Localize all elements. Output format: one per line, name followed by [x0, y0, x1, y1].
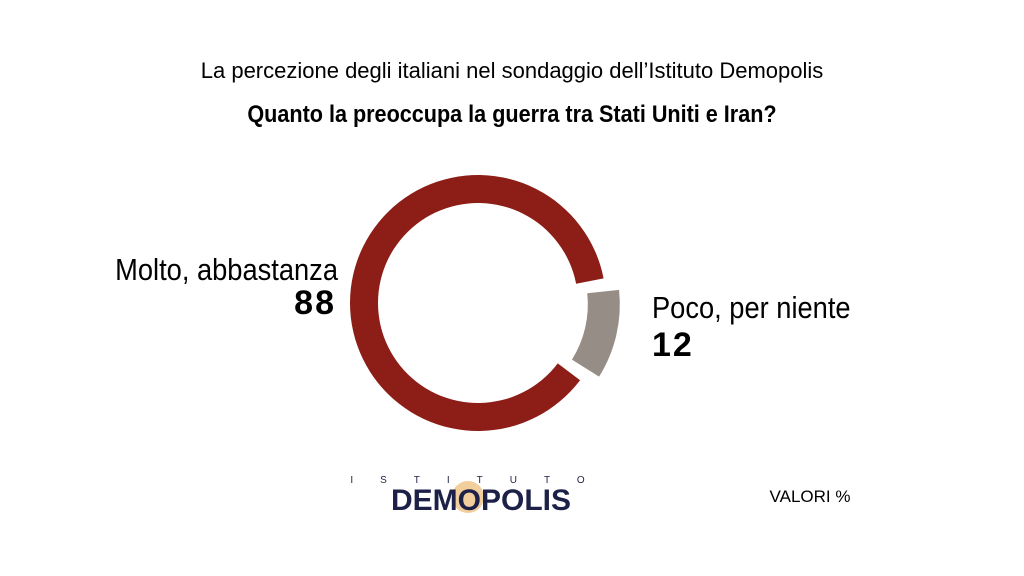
slice-label: Poco, per niente — [652, 291, 851, 325]
logo-glow — [452, 481, 484, 513]
note: VALORI % — [770, 487, 851, 506]
chart-title: Quanto la preoccupa la guerra tra Stati … — [247, 100, 776, 127]
chart-subtitle: La percezione degli italiani nel sondagg… — [201, 58, 824, 83]
donut-slice — [350, 174, 604, 431]
donut-slice — [571, 289, 620, 377]
value-label: 12 — [652, 326, 694, 364]
value-label: 88 — [294, 284, 336, 322]
slice-label: Molto, abbastanza — [115, 253, 339, 287]
logo-top: ISTITUTO — [350, 475, 611, 486]
logo-name: DEMOPOLIS — [391, 484, 571, 517]
